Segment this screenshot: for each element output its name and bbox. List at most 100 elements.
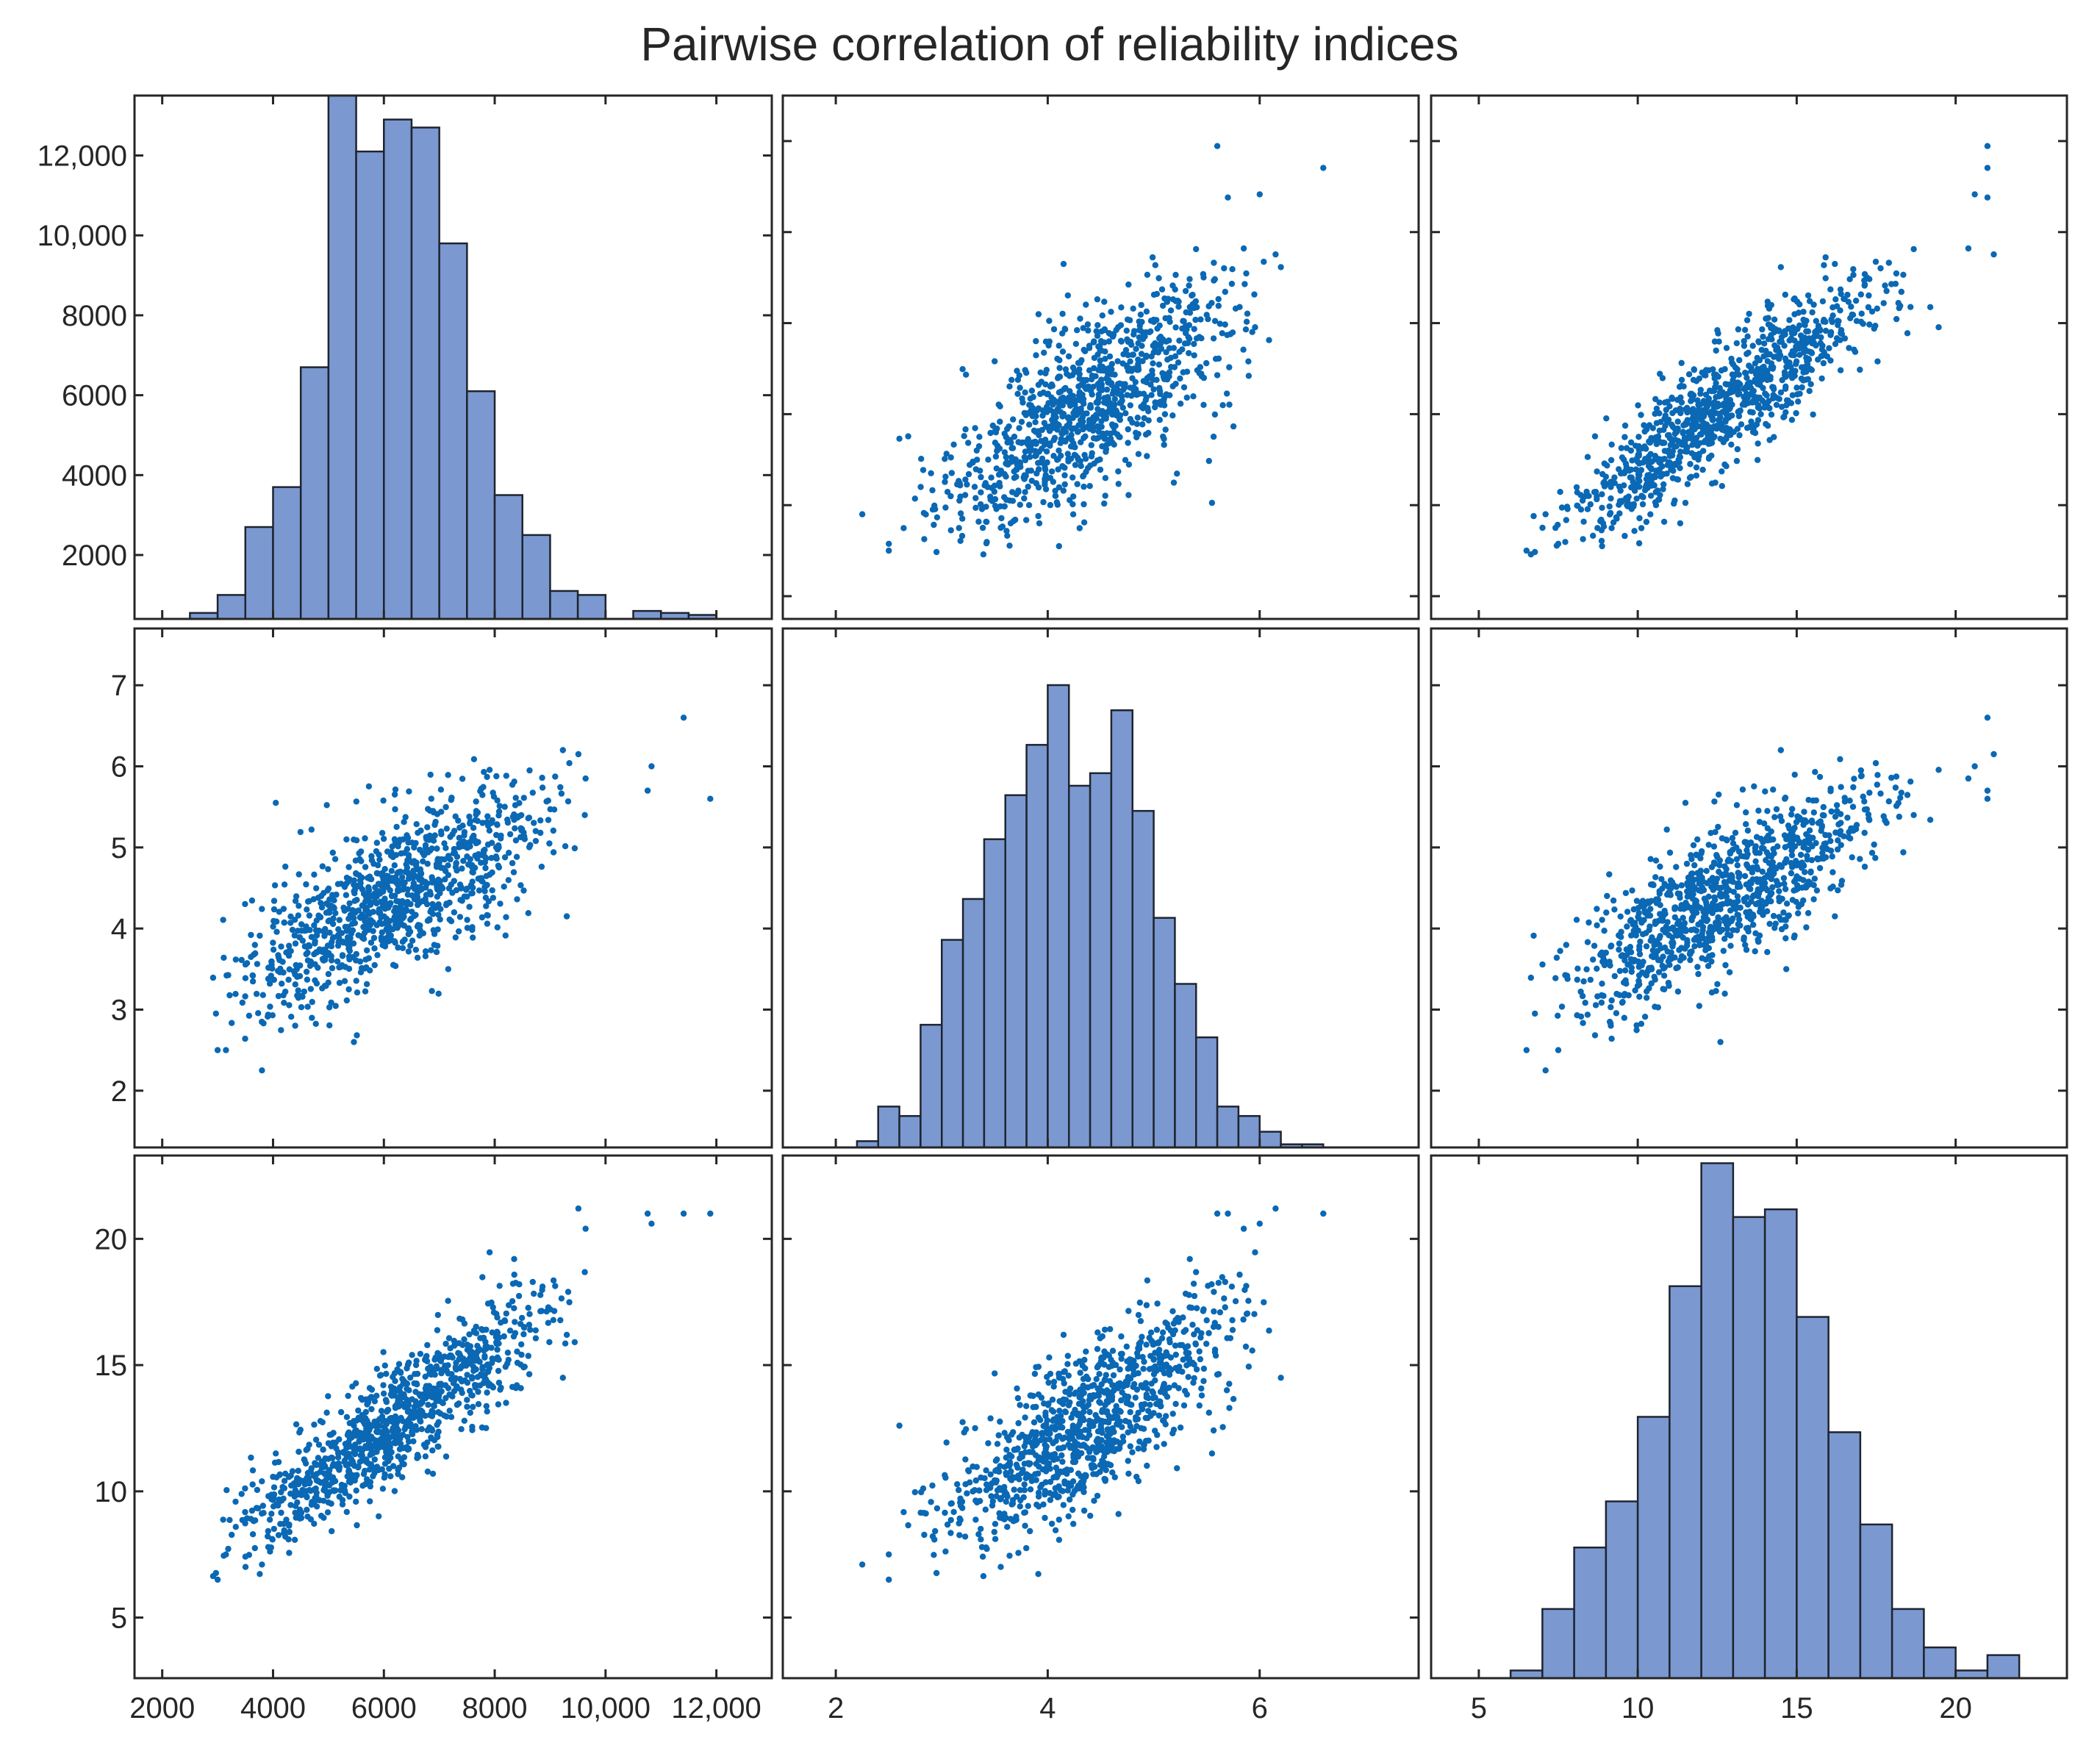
scatter-point — [1712, 920, 1719, 926]
scatter-point — [1764, 302, 1771, 309]
scatter-point — [985, 456, 992, 463]
scatter-point — [994, 443, 1001, 449]
scatter-point — [1687, 886, 1694, 893]
scatter-point — [1768, 875, 1775, 883]
scatter-point — [1167, 307, 1175, 314]
scatter-point — [226, 992, 233, 999]
scatter-point — [707, 795, 714, 802]
scatter-point — [380, 797, 387, 804]
scatter-point — [1025, 502, 1033, 509]
scatter-point — [1710, 387, 1718, 395]
scatter-point — [383, 1370, 390, 1378]
scatter-point — [1606, 503, 1613, 510]
scatter-point — [354, 1032, 360, 1039]
scatter-point — [1706, 953, 1713, 960]
scatter-point — [296, 1429, 303, 1436]
scatter-point — [1984, 194, 1991, 201]
scatter-point — [1633, 923, 1639, 931]
scatter-point — [336, 917, 343, 923]
scatter-point — [1139, 334, 1145, 342]
scatter-point — [1619, 454, 1626, 461]
scatter-point — [1692, 414, 1699, 420]
scatter-point — [1211, 318, 1219, 324]
scatter-point — [1706, 454, 1713, 461]
scatter-point — [325, 866, 332, 873]
scatter-point — [1773, 353, 1780, 360]
scatter-point — [1781, 881, 1788, 887]
scatter-point — [1711, 338, 1719, 345]
scatter-point — [1780, 875, 1788, 881]
scatter-point — [1170, 345, 1178, 351]
scatter-point — [1782, 859, 1788, 866]
scatter-point — [415, 901, 421, 909]
scatter-point — [1736, 357, 1743, 364]
scatter-point — [458, 1426, 465, 1433]
scatter-point — [452, 813, 459, 820]
scatter-point — [1810, 411, 1816, 418]
scatter-point — [1817, 818, 1824, 825]
scatter-point — [376, 1372, 384, 1379]
scatter-point — [1205, 303, 1212, 309]
scatter-point — [1755, 381, 1761, 387]
scatter-point — [1037, 369, 1044, 376]
scatter-point — [1780, 909, 1787, 916]
scatter-point — [1691, 367, 1697, 373]
scatter-point — [1803, 924, 1810, 931]
scatter-point — [1579, 497, 1586, 504]
scatter-point — [1795, 903, 1802, 910]
scatter-point — [379, 830, 386, 837]
scatter-point — [384, 934, 392, 940]
scatter-point — [1127, 358, 1133, 365]
scatter-point — [223, 1047, 229, 1053]
scatter-point — [1056, 484, 1063, 491]
scatter-point — [1799, 341, 1807, 348]
scatter-point — [1796, 351, 1803, 358]
scatter-point — [286, 1002, 293, 1009]
scatter-point — [254, 1486, 261, 1494]
scatter-point — [978, 473, 984, 481]
scatter-point — [1822, 327, 1830, 334]
scatter-point — [445, 966, 451, 972]
scatter-point — [307, 959, 315, 965]
scatter-point — [1088, 442, 1095, 448]
scatter-point — [1700, 935, 1707, 942]
scatter-point — [992, 426, 999, 433]
scatter-point — [448, 1353, 454, 1359]
scatter-point — [489, 887, 495, 894]
scatter-point — [473, 798, 479, 805]
scatter-point — [1789, 348, 1796, 354]
scatter-point — [1144, 404, 1151, 412]
scatter-point — [512, 825, 518, 832]
scatter-point — [464, 1403, 470, 1411]
scatter-point — [393, 852, 400, 859]
scatter-point — [304, 1003, 311, 1010]
scatter-point — [1822, 840, 1829, 847]
scatter-point — [434, 1327, 441, 1333]
scatter-point — [1036, 431, 1042, 439]
scatter-point — [384, 1407, 391, 1414]
scatter-point — [1133, 434, 1140, 441]
scatter-point — [1812, 769, 1818, 776]
scatter-point — [532, 837, 540, 845]
scatter-point — [1059, 463, 1066, 470]
scatter-point — [1183, 368, 1191, 375]
scatter-point — [370, 934, 378, 942]
scatter-point — [1655, 496, 1662, 504]
scatter-point — [1720, 948, 1727, 954]
scatter-point — [1140, 330, 1147, 337]
scatter-point — [329, 920, 337, 928]
histogram-bar — [299, 366, 330, 620]
scatter-point — [1102, 356, 1108, 362]
scatter-point — [1712, 409, 1719, 416]
scatter-point — [1687, 956, 1694, 964]
scatter-point — [1663, 826, 1670, 833]
scatter-point — [1601, 483, 1608, 490]
scatter-point — [1866, 292, 1872, 299]
scatter-point — [1791, 825, 1798, 831]
scatter-point — [511, 1305, 517, 1311]
scatter-point — [1795, 910, 1802, 917]
scatter-point — [346, 948, 353, 954]
scatter-point — [1697, 855, 1704, 862]
scatter-point — [1822, 318, 1829, 325]
scatter-point — [1211, 276, 1219, 282]
